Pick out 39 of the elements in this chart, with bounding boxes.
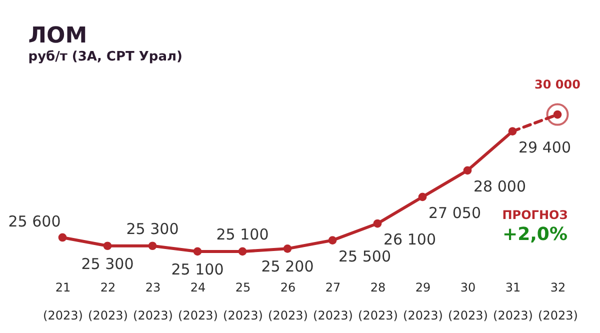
point (103, 242, 112, 250)
annotation: ПРОГНОЗ (501, 208, 569, 222)
point (418, 192, 427, 202)
point (463, 166, 472, 175)
data-label: 25 300 (81, 254, 134, 273)
annotation: +2,0% (501, 224, 568, 245)
data-label: 25 100 (171, 260, 224, 278)
x-tick-label: 22 (2023) (88, 280, 128, 322)
point (58, 233, 67, 242)
data-label: 25 300 (126, 220, 179, 238)
data-label: 27 050 (428, 204, 481, 222)
data-label: 25 500 (338, 247, 391, 266)
x-tick-label: 29 (2023) (403, 280, 443, 322)
x-tick-label: 28 (2023) (358, 280, 398, 322)
x-tick-label: 24 (2023) (178, 280, 218, 322)
point (283, 244, 292, 253)
data-label: 25 600 (8, 212, 61, 230)
x-tick-label: 21 (2023) (43, 280, 83, 322)
point (328, 236, 337, 244)
data-label: 25 100 (216, 225, 269, 244)
point (546, 103, 569, 126)
point (193, 247, 202, 256)
point (373, 219, 382, 228)
x-tick-label: 32 (2023) (538, 280, 578, 322)
x-tick-label: 27 (2023) (313, 280, 353, 322)
chart-subtitle: руб/т (3А, СРТ Урал) (28, 50, 182, 65)
data-label: 28 000 (474, 177, 526, 196)
x-tick-label: 25 (2023) (223, 280, 263, 322)
x-tick-label: 30 (2023) (448, 280, 488, 322)
x-tick-label: 26 (2023) (268, 280, 308, 322)
data-label: 30 000 (534, 78, 580, 92)
data-label: 25 200 (261, 258, 314, 276)
point (148, 242, 157, 250)
data-label: 29 400 (518, 138, 571, 156)
point (238, 247, 247, 256)
chart-title: ЛОМ (28, 24, 88, 49)
x-tick-label: 31 (2023) (493, 280, 533, 322)
x-tick-label: 23 (2023) (133, 280, 173, 322)
data-label: 26 100 (384, 230, 436, 249)
